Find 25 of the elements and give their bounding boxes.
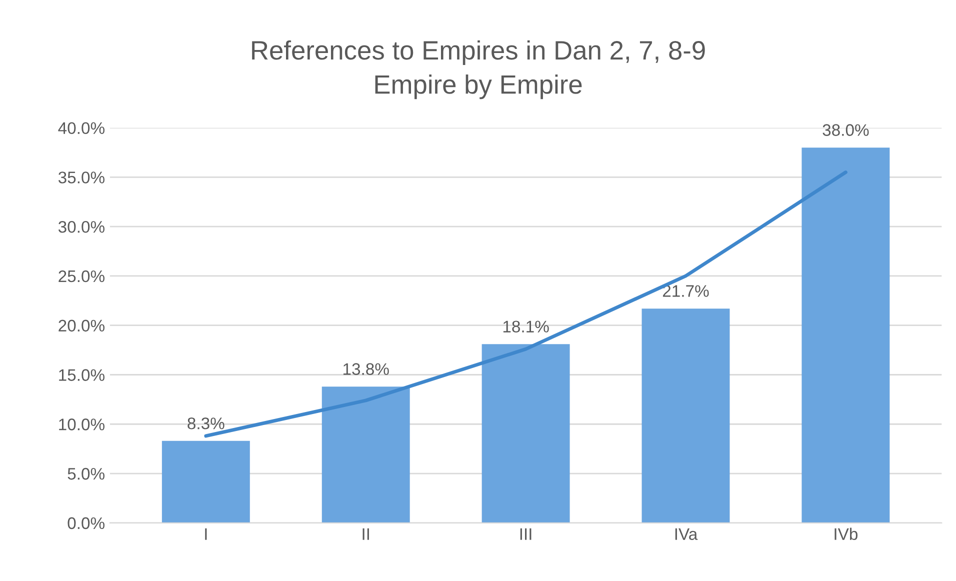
- x-tick-label: IVb: [834, 528, 858, 540]
- bar: [802, 148, 890, 523]
- y-tick-label: 10.0%: [59, 418, 104, 430]
- chart-title: References to Empires in Dan 2, 7, 8-9 Empire by Empire: [252, 40, 705, 100]
- x-tick-label: II: [362, 528, 369, 540]
- x-tick-label: III: [520, 528, 532, 540]
- bar: [322, 386, 410, 523]
- y-tick-label: 25.0%: [58, 270, 104, 282]
- y-tick-label: 40.0%: [58, 122, 104, 134]
- data-label: 8.3%: [188, 417, 224, 430]
- data-label: 38.0%: [822, 124, 869, 136]
- data-label: 21.7%: [662, 285, 709, 297]
- x-tick-label: I: [205, 528, 207, 540]
- y-tick-label: 15.0%: [59, 369, 104, 381]
- data-label: 18.1%: [503, 320, 549, 332]
- y-tick-label: 0.0%: [68, 517, 104, 530]
- x-tick-label: IVa: [675, 528, 698, 540]
- y-tick-label: 35.0%: [58, 172, 104, 184]
- bar: [642, 308, 730, 523]
- data-label: 13.8%: [343, 363, 389, 375]
- bar: [482, 344, 570, 523]
- y-tick-label: 30.0%: [58, 220, 104, 233]
- y-tick-label: 5.0%: [68, 468, 104, 480]
- y-tick-label: 20.0%: [58, 320, 104, 332]
- bar: [162, 440, 250, 523]
